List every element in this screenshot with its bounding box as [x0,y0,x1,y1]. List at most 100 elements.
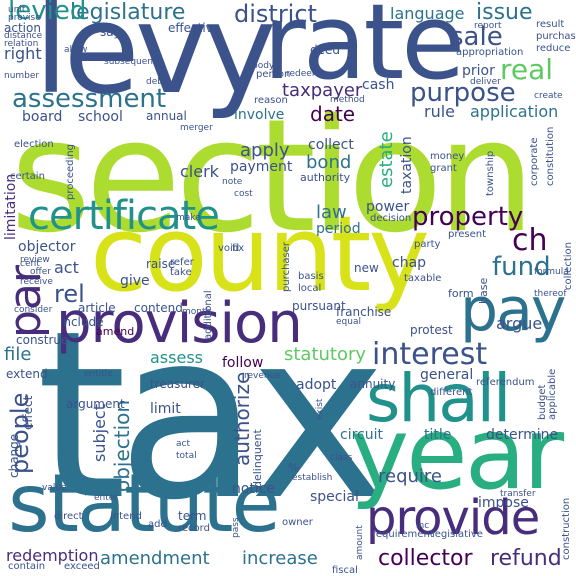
word-circuit: circuit [340,427,383,443]
word-consider: consider [14,305,53,315]
word-treasurer: treasurer [150,377,205,391]
word-statute: statute [8,457,281,550]
word-record: record [178,523,210,534]
word-general: general [420,367,474,383]
word-person: person [256,69,291,80]
word-chap: chap [392,255,427,271]
word-cent: cent [20,259,40,269]
word-impose: impose [478,495,529,511]
word-subject: subject [90,404,109,462]
word-section: section [10,85,536,267]
word-raise: raise [146,257,176,271]
word-title: title [424,427,452,443]
word-exceed: exceed [64,561,100,572]
word-purpose: purpose [410,78,516,108]
word-offer: offer [30,267,51,277]
word-act: act [54,258,79,277]
word-application: application [470,102,559,121]
word-shall: shall [366,360,511,437]
word-term: term [178,509,207,523]
word-date: date [310,102,356,126]
word-language: language [390,4,465,23]
word-fund: fund [492,252,551,282]
word-cash: cash [362,77,395,93]
word-argue: argue [496,314,543,333]
word-create: create [534,91,563,101]
word-make: make [176,213,201,223]
word-increase: increase [242,548,318,569]
word-formula: formula [534,267,569,277]
word-number: number [4,71,40,81]
word-thereof: thereof [534,289,567,299]
word-class: class [330,453,353,463]
word-provide: provide [366,490,540,546]
word-include: include [60,315,104,329]
word-equal: equal [336,317,361,327]
word-revenue: revenue [244,371,281,381]
word-annual: annual [146,109,187,123]
word-proceeding: proceeding [65,144,76,200]
word-follow: follow [222,355,264,371]
word-requirement: requirement [372,529,434,540]
word-protest: protest [410,323,453,337]
word-amendment: amendment [100,548,210,569]
word-total: total [176,451,197,461]
word-relation: relation [4,39,39,49]
word-different: different [430,387,473,398]
word-rule: rule [424,102,456,121]
word-void: void [218,243,240,254]
word-notice: notice [232,481,276,497]
word-new: new [354,261,379,275]
word-inc: inc [416,521,430,531]
word-levied: levied [8,0,87,26]
word-result: result [536,19,565,30]
word-refund: refund [490,546,562,571]
word-school: school [78,109,123,125]
word-real: real [500,53,554,86]
word-limitation: limitation [3,173,19,240]
word-method: method [330,95,365,105]
word-assessment: assessment [12,84,167,114]
word-county: county [90,193,430,315]
word-objector: objector [18,239,76,255]
word-ch: ch [512,223,548,258]
word-unit: unit [8,5,26,15]
word-act-small: act [176,439,190,449]
word-provise: provise [8,13,41,23]
word-form: form [448,287,474,300]
word-involve: involve [234,107,285,123]
word-amount: amount [355,525,365,560]
word-prior: prior [462,63,495,79]
word-give: give [120,273,150,289]
word-tax: tax [36,281,386,551]
word-allow: allow [64,45,88,55]
word-bond: bond [306,152,352,173]
word-purchase: purchase [536,31,576,42]
word-effect: effect [21,395,35,430]
word-taxation: taxation [399,136,415,194]
word-pass: pass [231,517,241,538]
word-board: board [22,109,63,125]
word-objection: objection [110,399,134,492]
word-annuity: annuity [350,377,396,391]
word-corporate: corporate [529,137,540,186]
word-establish: establish [292,473,333,483]
word-rate: rate [263,0,465,103]
word-appropriation: appropriation [456,47,524,58]
word-fix: fix [232,243,245,254]
word-direct: direct [54,511,83,522]
word-subsequent: subsequent [104,57,157,67]
word-estate: estate [376,131,397,188]
word-property: property [412,202,524,232]
word-constitution: constitution [545,126,556,186]
word-grant: grant [430,163,457,174]
word-pursuant: pursuant [292,299,346,313]
word-election: election [14,139,54,150]
word-value: value [42,483,67,493]
word-say: say [100,25,121,39]
word-money: money [430,151,465,162]
word-legislative: legislative [432,529,483,540]
word-change: change [7,433,21,478]
word-argument: argument [66,397,125,411]
